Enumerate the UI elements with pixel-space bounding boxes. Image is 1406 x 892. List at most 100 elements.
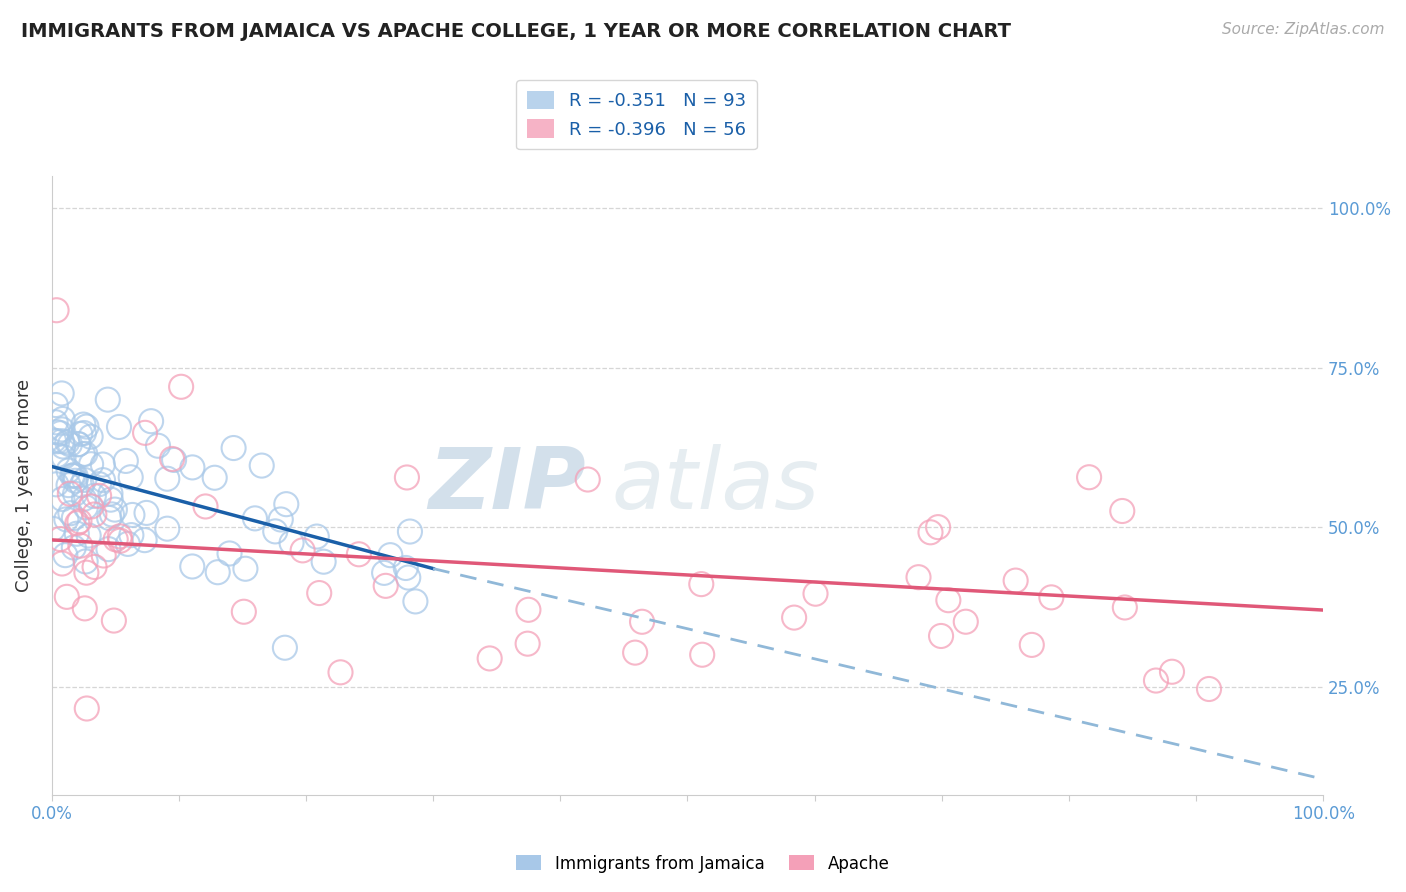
Point [139, 414, 162, 428]
Point [135, 506, 157, 520]
Point [75, 554, 97, 568]
Point [60, 468, 83, 483]
Point [72, 447, 94, 461]
Point [67, 437, 90, 451]
Legend: R = -0.351   N = 93, R = -0.396   N = 56: R = -0.351 N = 93, R = -0.396 N = 56 [516, 80, 756, 150]
Point [80, 500, 103, 514]
Point [690, 648, 713, 662]
Point [218, 546, 240, 560]
Point [63, 487, 86, 501]
Point [146, 439, 169, 453]
Point [75, 566, 97, 580]
Point [163, 453, 186, 467]
Point [927, 520, 949, 534]
Point [46, 434, 69, 449]
Point [73, 491, 96, 506]
Point [59, 486, 82, 500]
Point [117, 537, 139, 551]
Point [76, 419, 98, 434]
Point [69, 514, 91, 528]
Point [72, 417, 94, 432]
Point [67, 437, 90, 451]
Legend: Immigrants from Jamaica, Apache: Immigrants from Jamaica, Apache [510, 848, 896, 880]
Point [373, 566, 395, 580]
Point [1078, 470, 1101, 484]
Point [76, 701, 98, 715]
Point [45, 477, 67, 491]
Point [83, 508, 105, 522]
Point [56, 590, 79, 604]
Point [631, 615, 654, 629]
Point [93, 549, 115, 563]
Point [938, 593, 960, 607]
Point [101, 508, 124, 522]
Point [66, 516, 89, 531]
Point [1004, 574, 1026, 588]
Point [100, 486, 122, 500]
Point [207, 565, 229, 579]
Point [276, 497, 298, 511]
Point [73, 425, 96, 440]
Point [134, 533, 156, 548]
Point [280, 536, 302, 550]
Point [45, 415, 67, 429]
Point [1144, 673, 1167, 688]
Point [42, 522, 65, 536]
Point [274, 640, 297, 655]
Point [250, 458, 273, 473]
Text: IMMIGRANTS FROM JAMAICA VS APACHE COLLEGE, 1 YEAR OR MORE CORRELATION CHART: IMMIGRANTS FROM JAMAICA VS APACHE COLLEG… [21, 22, 1011, 41]
Point [114, 454, 136, 468]
Point [120, 470, 142, 484]
Point [65, 469, 87, 483]
Point [1040, 591, 1063, 605]
Point [222, 441, 245, 455]
Point [46, 425, 69, 439]
Point [156, 472, 179, 486]
Point [194, 500, 217, 514]
Point [920, 525, 942, 540]
Point [156, 522, 179, 536]
Point [70, 478, 93, 492]
Point [929, 629, 952, 643]
Point [624, 646, 647, 660]
Point [404, 594, 426, 608]
Point [51, 422, 73, 436]
Point [75, 447, 97, 461]
Point [56, 435, 79, 450]
Point [478, 651, 501, 665]
Point [46, 448, 69, 462]
Point [98, 511, 121, 525]
Point [804, 587, 827, 601]
Point [121, 508, 143, 522]
Point [69, 426, 91, 441]
Point [134, 425, 156, 440]
Point [235, 562, 257, 576]
Point [783, 610, 806, 624]
Point [52, 412, 75, 426]
Point [49, 426, 72, 441]
Point [170, 380, 193, 394]
Point [181, 460, 204, 475]
Point [45, 398, 67, 412]
Text: atlas: atlas [612, 444, 820, 527]
Point [91, 473, 114, 487]
Point [120, 528, 142, 542]
Point [1114, 600, 1136, 615]
Point [232, 605, 254, 619]
Point [51, 386, 73, 401]
Point [51, 557, 73, 571]
Point [42, 434, 65, 448]
Point [49, 532, 72, 546]
Point [690, 577, 713, 591]
Point [63, 474, 86, 488]
Point [264, 524, 287, 539]
Point [181, 559, 204, 574]
Point [104, 502, 127, 516]
Point [308, 586, 330, 600]
Point [80, 457, 103, 471]
Point [291, 543, 314, 558]
Point [1111, 504, 1133, 518]
Point [396, 570, 419, 584]
Point [97, 542, 120, 557]
Point [103, 614, 125, 628]
